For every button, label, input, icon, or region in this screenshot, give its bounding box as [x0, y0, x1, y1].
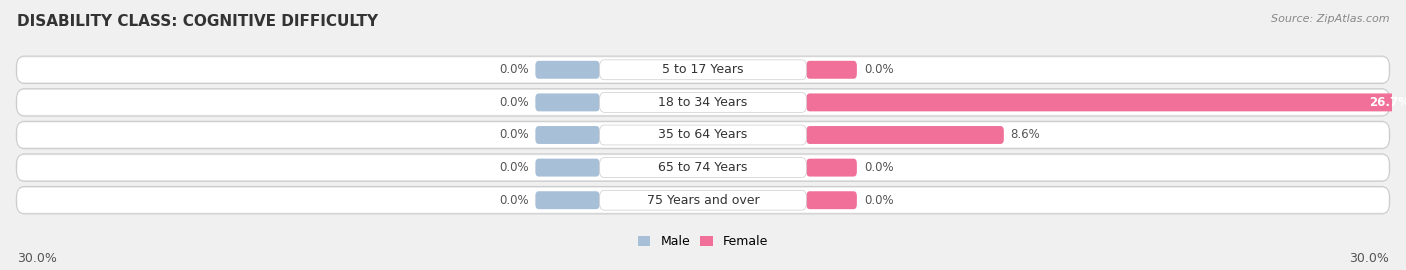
Text: DISABILITY CLASS: COGNITIVE DIFFICULTY: DISABILITY CLASS: COGNITIVE DIFFICULTY — [17, 14, 378, 29]
Text: 0.0%: 0.0% — [499, 194, 529, 207]
FancyBboxPatch shape — [17, 155, 1389, 180]
Text: 0.0%: 0.0% — [863, 63, 893, 76]
Text: 0.0%: 0.0% — [863, 161, 893, 174]
FancyBboxPatch shape — [807, 159, 856, 177]
FancyBboxPatch shape — [17, 90, 1389, 115]
FancyBboxPatch shape — [536, 61, 599, 79]
Text: 65 to 74 Years: 65 to 74 Years — [658, 161, 748, 174]
Text: 0.0%: 0.0% — [499, 63, 529, 76]
FancyBboxPatch shape — [17, 56, 1389, 83]
FancyBboxPatch shape — [17, 154, 1389, 181]
FancyBboxPatch shape — [807, 126, 1004, 144]
FancyBboxPatch shape — [17, 188, 1389, 212]
Text: 18 to 34 Years: 18 to 34 Years — [658, 96, 748, 109]
FancyBboxPatch shape — [599, 92, 807, 112]
Legend: Male, Female: Male, Female — [633, 230, 773, 253]
FancyBboxPatch shape — [17, 58, 1389, 82]
FancyBboxPatch shape — [17, 89, 1389, 116]
FancyBboxPatch shape — [17, 121, 1389, 149]
Text: 8.6%: 8.6% — [1011, 129, 1040, 141]
FancyBboxPatch shape — [807, 191, 856, 209]
FancyBboxPatch shape — [599, 125, 807, 145]
Text: 35 to 64 Years: 35 to 64 Years — [658, 129, 748, 141]
Text: 0.0%: 0.0% — [863, 194, 893, 207]
Text: Source: ZipAtlas.com: Source: ZipAtlas.com — [1271, 14, 1389, 23]
Text: 0.0%: 0.0% — [499, 161, 529, 174]
FancyBboxPatch shape — [17, 123, 1389, 147]
FancyBboxPatch shape — [807, 93, 1406, 111]
Text: 5 to 17 Years: 5 to 17 Years — [662, 63, 744, 76]
FancyBboxPatch shape — [536, 93, 599, 111]
FancyBboxPatch shape — [536, 159, 599, 177]
Text: 30.0%: 30.0% — [1350, 252, 1389, 265]
FancyBboxPatch shape — [807, 61, 856, 79]
FancyBboxPatch shape — [599, 60, 807, 80]
FancyBboxPatch shape — [599, 158, 807, 178]
FancyBboxPatch shape — [536, 191, 599, 209]
FancyBboxPatch shape — [599, 190, 807, 210]
FancyBboxPatch shape — [17, 187, 1389, 214]
Text: 0.0%: 0.0% — [499, 96, 529, 109]
Text: 0.0%: 0.0% — [499, 129, 529, 141]
Text: 75 Years and over: 75 Years and over — [647, 194, 759, 207]
FancyBboxPatch shape — [536, 126, 599, 144]
Text: 30.0%: 30.0% — [17, 252, 56, 265]
Text: 26.7%: 26.7% — [1369, 96, 1406, 109]
